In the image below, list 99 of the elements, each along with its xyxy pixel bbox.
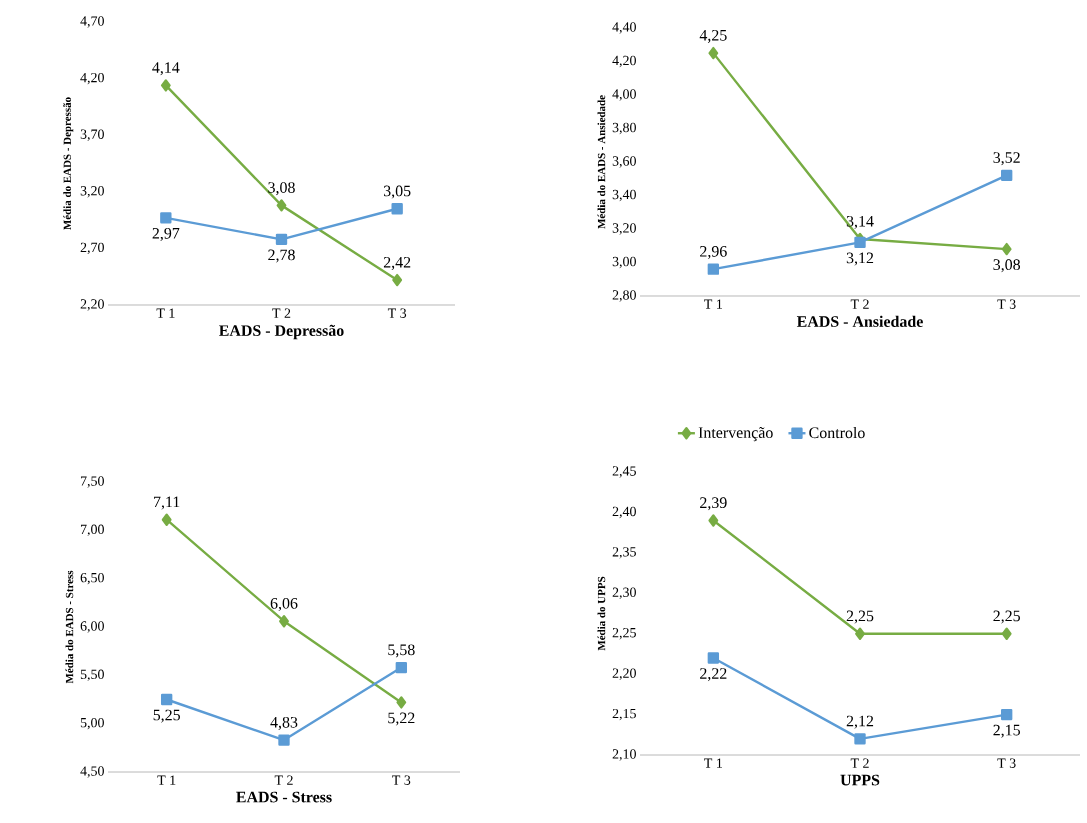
y-tick-label: 4,70 — [80, 16, 104, 28]
point — [396, 696, 407, 709]
y-tick-label: 3,00 — [612, 256, 636, 269]
y-tick-label: 3,20 — [612, 223, 636, 235]
y-tick-label: 2,80 — [612, 290, 636, 302]
point — [855, 627, 865, 640]
data-label: 2,39 — [700, 497, 727, 511]
y-tick-label: 2,10 — [612, 749, 636, 761]
x-tick-label: T 3 — [997, 299, 1016, 309]
point — [854, 236, 866, 249]
point — [1001, 627, 1012, 640]
y-tick-label: 6,00 — [80, 621, 104, 633]
x-tick-label: T 3 — [392, 775, 411, 785]
data-label: 5,58 — [388, 644, 415, 658]
point — [854, 733, 866, 745]
point — [276, 199, 287, 212]
data-label: 2,12 — [846, 715, 874, 729]
data-label: 3,52 — [993, 152, 1020, 166]
point — [391, 203, 403, 215]
data-label: 2,78 — [268, 249, 295, 263]
y-tick-label: 3,70 — [80, 129, 104, 141]
data-label: 3,08 — [268, 182, 295, 196]
point — [707, 652, 720, 664]
legend-label: Intervenção — [698, 427, 773, 442]
y-tick-label: 3,20 — [80, 186, 104, 198]
y-axis-title: Média do UPPS — [597, 576, 606, 651]
y-tick-label: 6,50 — [80, 572, 104, 585]
y-tick-label: 5,50 — [80, 669, 104, 682]
x-tick-label: T 2 — [850, 758, 869, 768]
data-label: 6,06 — [270, 597, 298, 612]
data-label: 5,22 — [388, 712, 415, 726]
point — [395, 661, 408, 674]
data-label: 2,97 — [152, 228, 180, 241]
data-label: 3,05 — [383, 185, 411, 199]
data-label: 5,25 — [153, 709, 180, 723]
y-tick-label: 7,00 — [80, 524, 104, 537]
data-label: 2,42 — [383, 256, 411, 270]
data-label: 4,14 — [152, 62, 180, 76]
point — [1001, 242, 1012, 256]
x-tick-label: T 3 — [997, 758, 1016, 768]
x-tick-label: T 1 — [704, 299, 722, 309]
point — [707, 263, 720, 275]
y-tick-label: 2,30 — [612, 587, 636, 599]
y-tick-label: 2,20 — [612, 668, 636, 680]
y-axis-title: Média do EADS - Depressão — [63, 97, 74, 230]
x-axis-title: UPPS — [840, 774, 880, 786]
point — [160, 79, 171, 92]
x-tick-label: T 3 — [387, 308, 407, 318]
x-tick-label: T 2 — [274, 775, 293, 785]
y-tick-label: 4,00 — [612, 89, 636, 101]
data-label: 3,14 — [846, 215, 874, 229]
y-tick-label: 7,50 — [80, 476, 104, 488]
x-axis-title: EADS - Ansiedade — [796, 315, 923, 327]
y-tick-label: 3,80 — [612, 122, 636, 135]
y-tick-label: 5,00 — [80, 717, 104, 730]
data-label: 4,25 — [699, 29, 727, 43]
y-tick-label: 3,60 — [612, 156, 636, 168]
point — [392, 273, 403, 287]
data-label: 2,96 — [700, 246, 727, 260]
data-label: 3,08 — [993, 259, 1021, 273]
data-label: 2,22 — [700, 668, 727, 682]
point — [708, 46, 719, 60]
y-tick-label: 4,20 — [80, 72, 104, 85]
x-tick-label: T 1 — [157, 775, 176, 785]
y-tick-label: 3,40 — [612, 189, 636, 202]
data-label: 2,15 — [993, 724, 1020, 738]
y-tick-label: 4,40 — [612, 22, 636, 34]
point — [160, 212, 172, 224]
x-axis-title: EADS - Depressão — [219, 324, 344, 340]
point — [160, 693, 173, 706]
y-tick-label: 4,20 — [612, 55, 636, 68]
y-tick-label: 4,50 — [80, 766, 104, 778]
data-label: 2,25 — [993, 610, 1020, 624]
y-tick-label: 2,20 — [80, 299, 104, 311]
data-label: 3,12 — [846, 252, 874, 266]
x-tick-label: T 1 — [156, 308, 175, 318]
y-tick-label: 2,40 — [612, 506, 636, 519]
y-tick-label: 2,35 — [612, 547, 636, 559]
y-tick-label: 2,15 — [612, 708, 636, 721]
x-tick-label: T 2 — [272, 308, 291, 318]
point — [279, 615, 289, 628]
legend-label: Controlo — [809, 426, 865, 439]
point — [161, 513, 172, 526]
data-label: 4,83 — [270, 716, 298, 730]
point — [278, 734, 290, 746]
y-tick-label: 2,70 — [80, 242, 104, 255]
y-tick-label: 2,25 — [612, 628, 636, 640]
x-tick-label: T 1 — [704, 758, 722, 768]
point — [1000, 169, 1013, 182]
y-axis-title: Média do EADS - Stress — [65, 570, 74, 684]
x-axis-title: EADS - Stress — [236, 791, 332, 803]
y-tick-label: 2,45 — [612, 466, 636, 478]
data-label: 2,25 — [846, 610, 874, 624]
point — [1000, 708, 1013, 721]
x-tick-label: T 2 — [850, 299, 869, 309]
data-label: 7,11 — [154, 496, 180, 510]
point — [275, 233, 288, 246]
point — [708, 514, 719, 527]
y-axis-title: Média do EADS - Ansiedade — [597, 95, 606, 229]
